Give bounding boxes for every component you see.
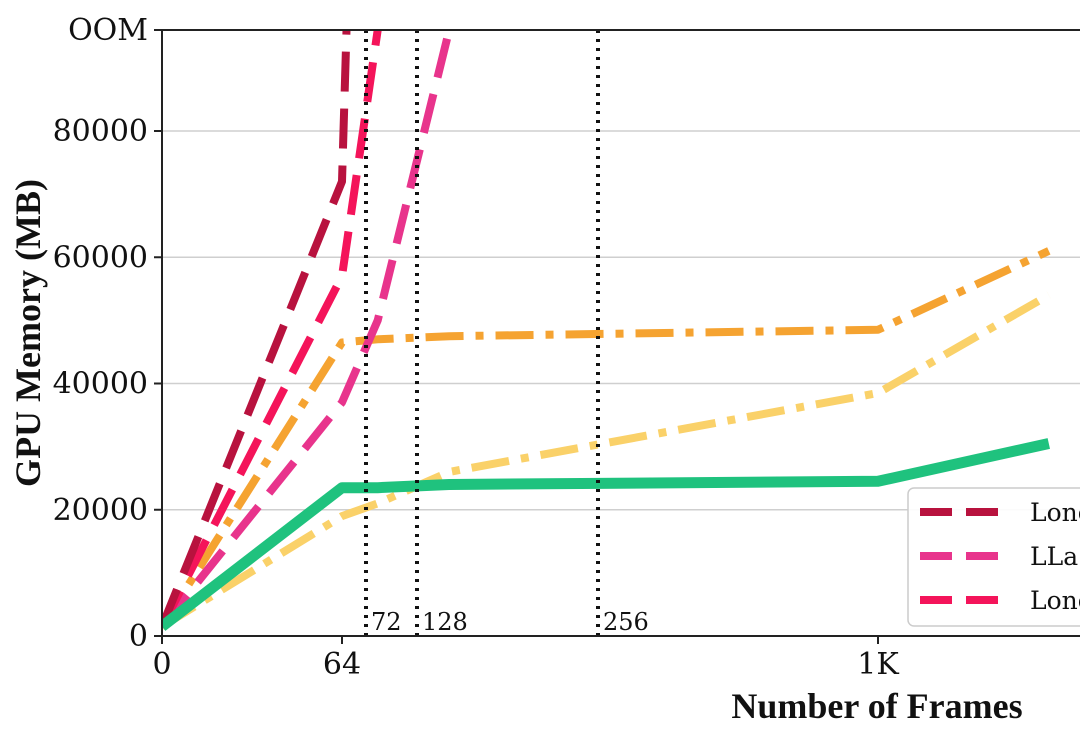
legend-label: LLa — [1030, 542, 1078, 571]
y-axis-title: GPU Memory (MB) — [8, 179, 48, 487]
y-ticks: 0 20000 40000 60000 80000 OOM — [53, 13, 162, 654]
x-tick-label: 1K — [857, 647, 899, 682]
frame-limit-label: 128 — [422, 608, 468, 636]
legend-label: Long — [1030, 498, 1080, 527]
frame-limit-label: 72 — [371, 608, 402, 636]
x-tick-label: 64 — [323, 647, 361, 682]
series-line — [162, 438, 1050, 631]
frame-limit-markers: 72 128 256 — [364, 30, 649, 636]
series-line — [162, 30, 382, 629]
y-tick-label: 80000 — [53, 114, 148, 149]
series-line — [162, 247, 1051, 629]
frame-limit-label: 256 — [603, 608, 649, 636]
y-tick-label: 40000 — [53, 367, 148, 402]
legend: Long LLa Long — [907, 487, 1080, 627]
series-line — [162, 30, 351, 628]
y-tick-label: 60000 — [53, 240, 148, 275]
y-tick-label: 20000 — [53, 493, 148, 528]
y-tick-label: 0 — [129, 619, 148, 654]
legend-label: Long — [1030, 586, 1080, 615]
series-line — [162, 30, 454, 630]
y-tick-label: OOM — [68, 13, 148, 48]
x-axis-title: Number of Frames — [731, 686, 1022, 726]
x-tick-label: 0 — [152, 647, 171, 682]
series-lines — [162, 30, 1051, 631]
x-ticks: 0 64 1K — [152, 636, 899, 682]
